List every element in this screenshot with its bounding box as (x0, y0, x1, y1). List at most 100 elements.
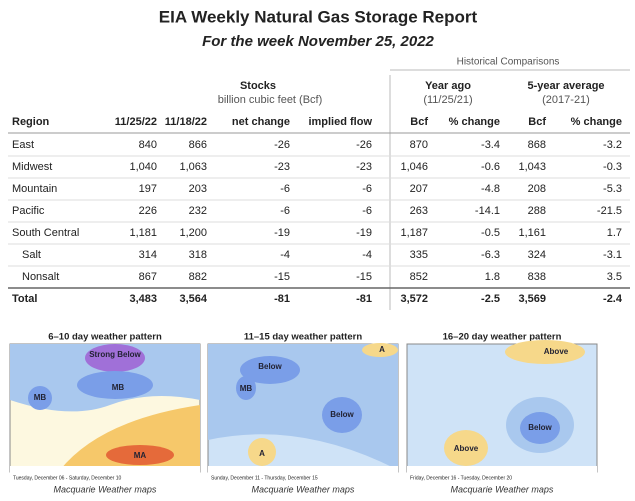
cell: -5.3 (603, 183, 622, 195)
zone (505, 340, 585, 364)
cell: East (12, 139, 34, 151)
cell: 3,569 (518, 293, 546, 305)
cell: -26 (356, 139, 372, 151)
map-label: Below (528, 423, 552, 432)
cell: 3,564 (179, 293, 207, 305)
map-panel: 16–20 day weather pattern Above Below Ab… (406, 332, 598, 494)
zone (520, 412, 560, 444)
map-label: Below (258, 362, 282, 371)
cell: -3.2 (603, 139, 622, 151)
title: EIA Weekly Natural Gas Storage Report (159, 7, 478, 26)
credit: Macquarie Weather maps (252, 484, 355, 494)
cell: -3.4 (481, 139, 500, 151)
zone (236, 376, 256, 400)
map-title: 16–20 day weather pattern (443, 332, 562, 343)
legend-strip (208, 466, 398, 474)
map-dates: Sunday, December 11 - Thursday, December… (211, 475, 318, 481)
map-label: MB (34, 393, 47, 402)
cell: 1,181 (129, 227, 157, 239)
cell: -3.1 (603, 249, 622, 261)
cell: -4 (362, 249, 372, 261)
column-header: implied flow (308, 116, 372, 128)
cell: 1,040 (129, 161, 157, 173)
cell: 1,200 (179, 227, 207, 239)
zone (240, 356, 300, 384)
cell: 288 (528, 205, 546, 217)
cell: 882 (189, 271, 207, 283)
cell: 870 (410, 139, 428, 151)
column-header: % change (571, 116, 622, 128)
credit: Macquarie Weather maps (54, 484, 157, 494)
cell: 840 (139, 139, 157, 151)
cell: 867 (139, 271, 157, 283)
cell: 1.7 (607, 227, 622, 239)
cell: Midwest (12, 161, 52, 173)
cell: 263 (410, 205, 428, 217)
map-label: Below (330, 410, 354, 419)
zone (362, 343, 398, 357)
column-header: net change (232, 116, 290, 128)
cell: -2.5 (481, 293, 500, 305)
cell: -6 (280, 183, 290, 195)
zone (322, 397, 362, 433)
cell: 314 (139, 249, 157, 261)
map-label: A (259, 449, 265, 458)
cell: Total (12, 293, 37, 305)
legend-strip (407, 466, 597, 474)
column-header: 11/18/22 (165, 116, 207, 128)
cell: 208 (528, 183, 546, 195)
column-header: Region (12, 116, 50, 128)
zone (106, 445, 174, 465)
map-label: A (379, 345, 385, 354)
cell: -81 (356, 293, 372, 305)
cell: -21.5 (597, 205, 622, 217)
column-header: Bcf (410, 116, 428, 128)
credit: Macquarie Weather maps (451, 484, 554, 494)
cell: -19 (274, 227, 290, 239)
legend-strip (10, 466, 200, 474)
cell: 335 (410, 249, 428, 261)
cell: 852 (410, 271, 428, 283)
group-label: (11/25/21) (423, 94, 472, 106)
cell: -14.1 (475, 205, 500, 217)
group-label: Historical Comparisons (457, 57, 560, 68)
cell: -23 (356, 161, 372, 173)
map-panel: 6–10 day weather pattern Strong Below MB… (9, 332, 201, 494)
cell: Pacific (12, 205, 45, 217)
column-header: % change (449, 116, 500, 128)
cell: 3.5 (607, 271, 622, 283)
cell: 207 (410, 183, 428, 195)
cell: 1.8 (485, 271, 500, 283)
cell: South Central (12, 227, 79, 239)
cell: 3,572 (400, 293, 428, 305)
cell: -6 (362, 183, 372, 195)
map-dates: Friday, December 16 - Tuesday, December … (410, 475, 512, 481)
cell: 203 (189, 183, 207, 195)
cell: -0.3 (603, 161, 622, 173)
map-title: 11–15 day weather pattern (244, 332, 362, 343)
zone (28, 386, 52, 410)
map-panel: 11–15 day weather pattern Below MB Below… (207, 332, 399, 494)
cell: -15 (274, 271, 290, 283)
cell: 1,063 (179, 161, 207, 173)
cell: Mountain (12, 183, 57, 195)
cell: -19 (356, 227, 372, 239)
map (406, 343, 598, 473)
cell: 1,043 (518, 161, 546, 173)
cell: -23 (274, 161, 290, 173)
subtitle: For the week November 25, 2022 (202, 33, 434, 50)
map-dates: Tuesday, December 06 - Saturday, Decembe… (13, 475, 122, 481)
group-label: 5-year average (527, 80, 604, 92)
cell: 324 (528, 249, 546, 261)
map-label: Above (544, 347, 569, 356)
cell: 226 (139, 205, 157, 217)
map-label: Above (454, 444, 479, 453)
cell: -4.8 (481, 183, 500, 195)
cell: -6 (362, 205, 372, 217)
cell: -15 (356, 271, 372, 283)
cell: -4 (280, 249, 290, 261)
group-label: (2017-21) (542, 94, 590, 106)
zone (85, 344, 145, 372)
cell: 868 (528, 139, 546, 151)
